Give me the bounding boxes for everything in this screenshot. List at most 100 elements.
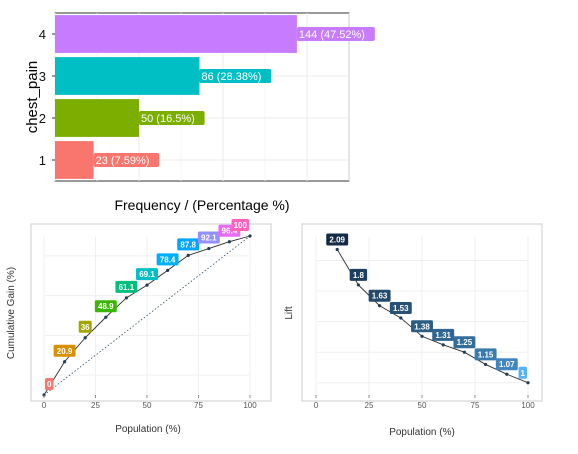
lift-x-ticks: 0 25 50 75 100: [314, 395, 535, 410]
data-label-box: [368, 289, 391, 302]
data-label: 1.15: [478, 350, 494, 359]
data-label-box: [326, 233, 349, 246]
data-label: 92.1: [201, 234, 217, 243]
bar-category-ticks: 1 2 3 4: [39, 27, 55, 168]
lift-chart: 2.09 1.8 1.63 1.53 1.38 1.31 1.25 1.15 1.07 1 0 25…: [284, 223, 543, 438]
lift-data-labels: 2.09 1.8 1.63 1.53 1.38 1.31 1.25 1.15 1.07 1: [326, 233, 527, 379]
baseline-diagonal: [43, 235, 251, 396]
bar-x-axis-label: Frequency / (Percentage %): [114, 197, 289, 213]
bar-data-label: 23 (7.59%): [96, 155, 150, 167]
data-point: [207, 246, 211, 251]
data-label: 87.8: [180, 240, 196, 249]
data-label: 69.1: [139, 270, 155, 279]
bar-category-label: 4: [39, 27, 46, 42]
data-label: 1.38: [414, 322, 430, 331]
data-label-box: [231, 219, 249, 231]
gain-plot-panel: [30, 223, 272, 402]
data-point: [441, 343, 445, 347]
bar-data-label: 144 (47.52%): [299, 29, 365, 41]
bar-data-label: 50 (16.5%): [141, 113, 195, 125]
bar-data-label-box: [93, 153, 160, 167]
data-point: [484, 362, 488, 367]
lift-y-axis-label: Lift: [284, 306, 295, 320]
x-tick-label: 0: [42, 401, 47, 410]
bar-data-label-box: [199, 69, 272, 83]
bar-data-label-box: [296, 27, 375, 41]
bar-marks: 23 (7.59%) 50 (16.5%) 86 (28.38%) 144 (47.5…: [55, 15, 375, 179]
data-point: [399, 316, 403, 320]
data-label-box: [115, 280, 138, 293]
gain-x-ticks: 0 25 50 75 100: [42, 395, 257, 410]
data-label: 1.07: [499, 360, 515, 369]
x-tick-label: 25: [91, 401, 100, 410]
data-label: 20.9: [57, 347, 73, 356]
data-label-box: [453, 336, 476, 349]
data-point: [186, 253, 190, 257]
x-tick-label: 100: [243, 401, 257, 410]
data-label: 2.09: [329, 235, 345, 244]
x-tick-label: 50: [418, 401, 427, 410]
data-label-box: [177, 238, 200, 251]
data-label-box: [94, 300, 117, 313]
data-label: 1.25: [457, 338, 473, 347]
x-tick-label: 0: [314, 401, 319, 410]
data-label: 100: [234, 221, 248, 230]
data-label-box: [349, 268, 368, 281]
data-label-box: [518, 366, 527, 379]
gain-gridlines: [43, 237, 251, 394]
data-point: [166, 268, 170, 272]
data-label: 1.31: [435, 331, 451, 340]
data-label-box: [432, 328, 455, 341]
data-point: [356, 283, 360, 287]
bar: [55, 57, 200, 95]
x-tick-label: 25: [365, 401, 374, 410]
bar: [55, 99, 139, 137]
data-point: [378, 304, 382, 308]
gain-x-axis-label: Population (%): [115, 424, 181, 435]
data-point: [83, 336, 87, 340]
data-point: [462, 350, 466, 354]
data-label: 61.1: [119, 283, 135, 292]
data-label-box: [411, 320, 433, 333]
data-point: [104, 315, 108, 319]
bar-category-label: 3: [39, 69, 46, 84]
data-label-box: [136, 268, 158, 281]
x-tick-label: 75: [471, 401, 480, 410]
data-label-box: [45, 378, 54, 390]
gain-reference-line: [43, 235, 251, 396]
x-tick-label: 100: [521, 401, 535, 410]
data-point: [227, 240, 231, 244]
bar-data-label-box: [139, 111, 205, 125]
lift-points: [335, 247, 530, 385]
data-point: [124, 296, 128, 300]
bar-category-label: 2: [39, 111, 46, 126]
bar: [55, 141, 94, 179]
bar-y-axis-label: chest_pain: [24, 61, 41, 134]
data-point: [248, 234, 252, 238]
data-point: [505, 372, 509, 376]
data-label: 1.63: [372, 292, 388, 301]
data-label: 48.9: [98, 302, 114, 311]
bar-data-label: 86 (28.38%): [201, 71, 261, 83]
gain-points: [42, 234, 252, 397]
bar: [55, 15, 297, 53]
data-label-box: [156, 253, 179, 266]
data-label-box: [495, 358, 518, 371]
data-label: 96.4: [222, 227, 238, 236]
data-point: [145, 283, 149, 287]
data-point: [63, 360, 67, 364]
data-point: [420, 334, 424, 338]
data-label-box: [474, 348, 497, 361]
data-point: [335, 247, 339, 252]
gain-y-axis-label: Cumulative Gain (%): [6, 267, 17, 359]
data-label-box: [197, 231, 220, 244]
data-label: 1: [521, 369, 526, 378]
data-label-box: [389, 301, 412, 314]
x-tick-label: 50: [143, 401, 152, 410]
data-point: [526, 381, 530, 385]
bar-category-label: 1: [39, 153, 46, 168]
data-label: 0: [47, 380, 52, 389]
